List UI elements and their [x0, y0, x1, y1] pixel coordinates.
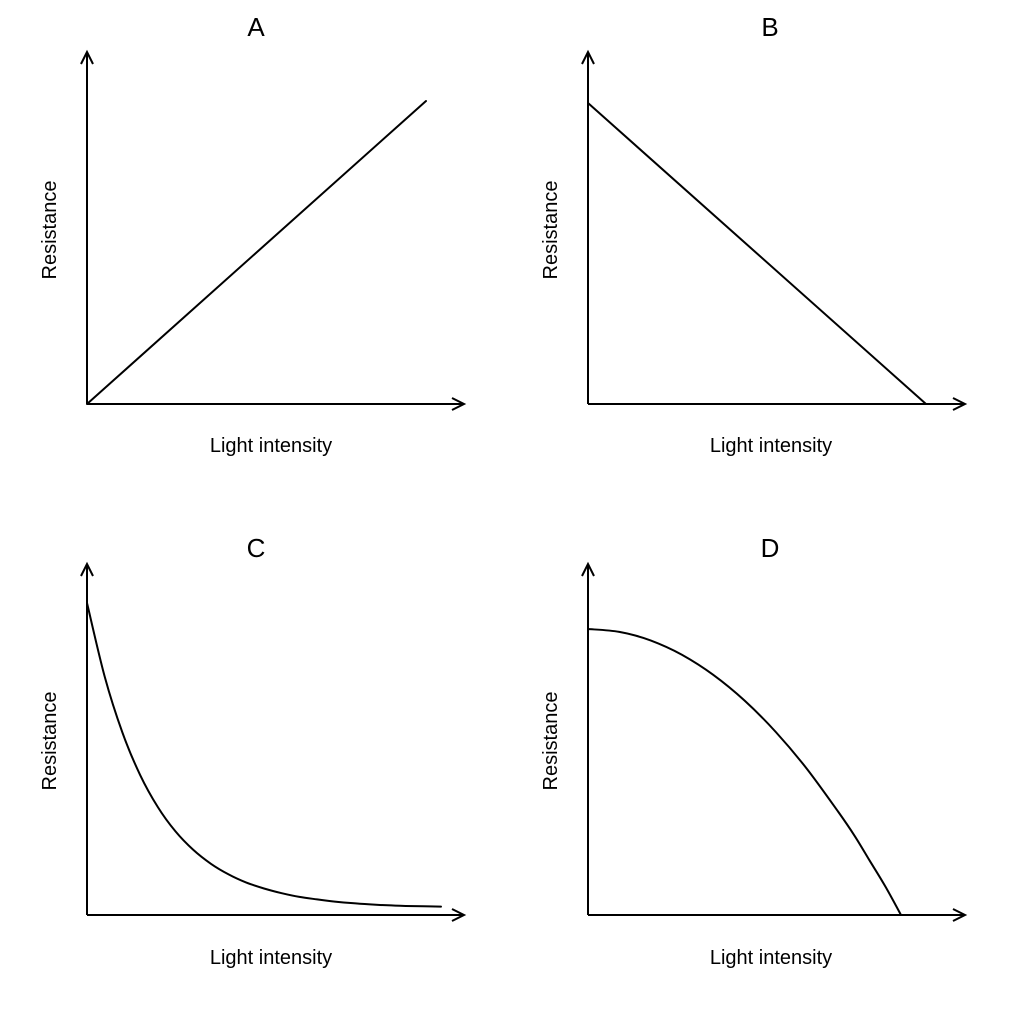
- series-line-c: [86, 602, 442, 908]
- y-axis-arrow-d: [581, 561, 595, 577]
- x-axis-arrow-a: [451, 397, 467, 411]
- chart-panel-a: A Resistance Light intensity: [39, 12, 467, 457]
- y-axis-label-c: Resistance: [39, 692, 61, 791]
- x-axis-label-b: Light intensity: [710, 435, 832, 457]
- y-axis-label-a: Resistance: [39, 181, 61, 280]
- x-axis-arrow-d: [952, 908, 968, 922]
- x-axis-label-d: Light intensity: [710, 947, 832, 969]
- x-axis-arrow-c: [451, 908, 467, 922]
- chart-panel-b: B Resistance Light intensity: [540, 12, 968, 457]
- chart-panel-c: C Resistance Light intensity: [39, 533, 467, 969]
- series-line-a: [86, 100, 427, 405]
- chart-title-a: A: [247, 12, 265, 42]
- x-axis-label-a: Light intensity: [210, 435, 332, 457]
- series-line-d: [587, 628, 902, 916]
- y-axis-label-b: Resistance: [540, 181, 562, 280]
- x-axis-label-c: Light intensity: [210, 947, 332, 969]
- y-axis-arrow-a: [80, 49, 94, 65]
- y-axis-arrow-b: [581, 49, 595, 65]
- chart-panel-d: D Resistance Light intensity: [540, 533, 968, 969]
- chart-title-c: C: [247, 533, 266, 563]
- y-axis-label-d: Resistance: [540, 692, 562, 791]
- series-line-b: [587, 102, 927, 405]
- x-axis-arrow-b: [952, 397, 968, 411]
- chart-title-d: D: [761, 533, 780, 563]
- chart-title-b: B: [761, 12, 778, 42]
- y-axis-arrow-c: [80, 561, 94, 577]
